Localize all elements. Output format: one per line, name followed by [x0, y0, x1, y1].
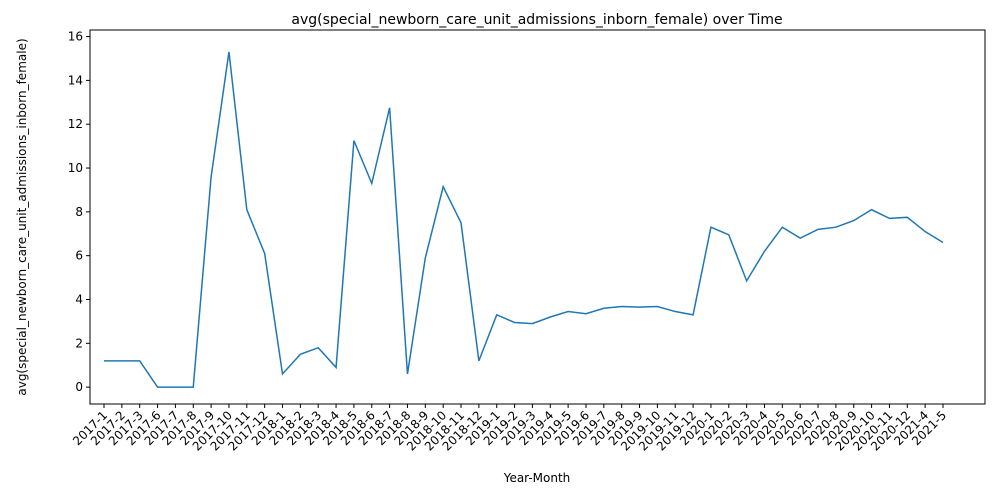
- y-tick-label: 16: [68, 30, 83, 44]
- line-series: [104, 51, 944, 388]
- x-axis-label: Year-Month: [503, 471, 571, 485]
- plot-frame: [89, 29, 986, 405]
- y-tick-label: 6: [75, 249, 83, 263]
- y-tick-label: 12: [68, 117, 83, 131]
- y-tick-label: 8: [75, 205, 83, 219]
- y-tick-label: 10: [68, 161, 83, 175]
- y-tick-label: 2: [75, 336, 83, 350]
- chart-title: avg(special_newborn_care_unit_admissions…: [291, 12, 782, 28]
- y-axis-label: avg(special_newborn_care_unit_admissions…: [15, 38, 29, 395]
- y-tick-label: 0: [75, 380, 83, 394]
- y-tick-label: 4: [75, 292, 83, 306]
- y-tick-label: 14: [68, 73, 83, 87]
